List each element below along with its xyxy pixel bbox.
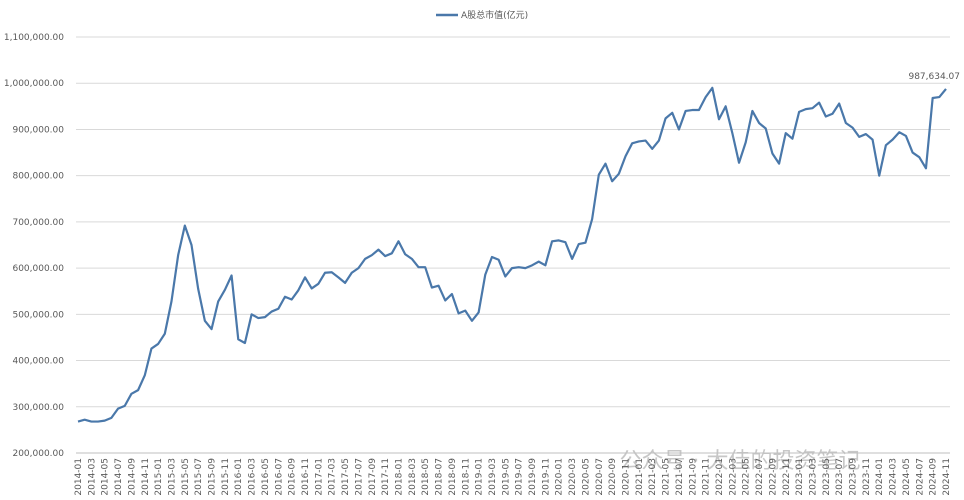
x-tick-label: 2017-11 [381,458,391,496]
line-series [77,86,947,423]
x-tick-label: 2024-05 [902,458,912,496]
x-tick-label: 2020-11 [622,458,632,496]
x-tick-label: 2021-07 [675,458,685,496]
x-tick-label: 2022-03 [728,458,738,496]
x-tick-label: 2015-01 [154,458,164,496]
plot: 200,000.00 300,000.00 400,000.00 500,000.00… [4,9,960,496]
x-tick-label: 2017-05 [341,458,351,496]
x-tick-label: 2018-07 [435,458,445,496]
y-tick-label: 700,000.00 [12,218,64,228]
x-tick-label: 2024-09 [929,458,939,496]
x-tick-label: 2018-09 [448,458,458,496]
x-tick-label: 2022-11 [782,458,792,496]
x-tick-label: 2022-05 [742,458,752,496]
x-tick-label: 2021-09 [688,458,698,496]
x-tick-label: 2015-03 [167,458,177,496]
x-tick-label: 2021-05 [662,458,672,496]
x-tick-label: 2023-11 [862,458,872,496]
x-tick-label: 2016-09 [288,458,298,496]
y-tick-label: 900,000.00 [12,125,64,135]
x-tick-label: 2023-05 [822,458,832,496]
y-tick-label: 400,000.00 [12,357,64,367]
y-tick-label: 1,000,000.00 [4,79,64,89]
x-tick-label: 2016-03 [248,458,258,496]
x-tick-label: 2020-05 [581,458,591,496]
x-tick-label: 2018-11 [461,458,471,496]
x-tick-label: 2024-11 [942,458,952,496]
x-tick-label: 2023-03 [808,458,818,496]
x-tick-label: 2019-01 [475,458,485,496]
y-tick-label: 1,100,000.00 [4,33,64,43]
x-tick-label: 2016-05 [261,458,271,496]
x-tick-label: 2021-03 [648,458,658,496]
x-tick-label: 2019-03 [488,458,498,496]
x-tick-label: 2020-03 [568,458,578,496]
y-tick-label: 300,000.00 [12,403,64,413]
x-tick-label: 2020-09 [608,458,618,496]
x-tick-label: 2015-07 [194,458,204,496]
x-tick-label: 2022-09 [768,458,778,496]
x-tick-label: 2017-09 [368,458,378,496]
y-tick-label: 800,000.00 [12,172,64,182]
x-tick-label: 2018-03 [408,458,418,496]
x-tick-label: 2015-09 [208,458,218,496]
x-tick-label: 2024-03 [889,458,899,496]
x-tick-label: 2024-07 [915,458,925,496]
x-tick-label: 2015-11 [221,458,231,496]
x-tick-label: 2014-09 [127,458,137,496]
x-tick-label: 2021-11 [702,458,712,496]
x-tick-label: 2019-07 [515,458,525,496]
x-tick-label: 2019-05 [501,458,511,496]
x-tick-label: 2020-01 [555,458,565,496]
x-tick-label: 2023-09 [849,458,859,496]
x-tick-label: 2014-01 [74,458,84,496]
x-tick-label: 2022-01 [715,458,725,496]
x-tick-label: 2023-01 [795,458,805,496]
x-tick-label: 2015-05 [181,458,191,496]
x-tick-label: 2016-01 [234,458,244,496]
x-tick-label: 2017-07 [354,458,364,496]
x-tick-label: 2017-01 [314,458,324,496]
x-tick-label: 2024-01 [875,458,885,496]
x-tick-label: 2016-11 [301,458,311,496]
x-tick-label: 2020-07 [595,458,605,496]
x-tick-label: 2016-07 [274,458,284,496]
x-tick-label: 2014-05 [101,458,111,496]
x-tick-label: 2019-09 [528,458,538,496]
x-tick-label: 2014-07 [114,458,124,496]
y-tick-label: 600,000.00 [12,264,64,274]
x-tick-label: 2014-11 [141,458,151,496]
x-tick-label: 2018-01 [394,458,404,496]
x-tick-label: 2014-03 [87,458,97,496]
x-tick-label: 2022-07 [755,458,765,496]
x-tick-label: 2017-03 [328,458,338,496]
x-tick-label: 2023-07 [835,458,845,496]
legend-label: A股总市值(亿元) [461,9,528,21]
y-tick-label: 200,000.00 [12,449,64,459]
x-tick-label: 2019-11 [541,458,551,496]
x-tick-label: 2018-05 [421,458,431,496]
data-label: 987,634.07 [908,72,960,82]
x-tick-label: 2021-01 [635,458,645,496]
y-tick-label: 500,000.00 [12,310,64,320]
